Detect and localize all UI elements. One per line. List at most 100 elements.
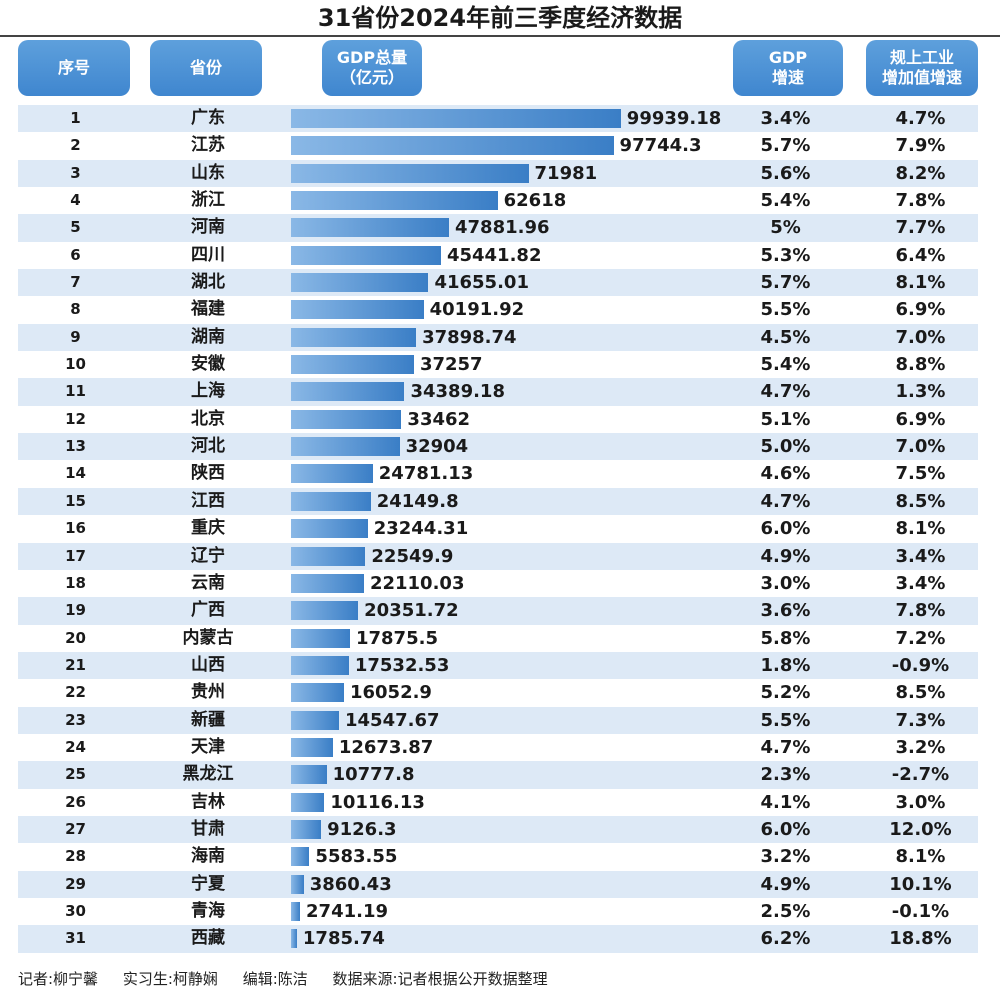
- gdp-bar: [291, 655, 349, 675]
- gdp-value-label: 5583.55: [315, 846, 398, 868]
- gdp-bar: [291, 683, 344, 703]
- industry-growth-value: -0.9%: [891, 654, 950, 676]
- gdp-value-label: 22549.9: [371, 545, 454, 567]
- row-province: 西藏: [191, 928, 225, 949]
- row-province: 海南: [191, 846, 225, 867]
- row-index: 16: [65, 519, 86, 538]
- gdp-growth-value: 5.7%: [760, 135, 811, 157]
- gdp-value-label: 1785.74: [302, 928, 385, 950]
- gdp-bar: [291, 765, 327, 785]
- row-index: 29: [65, 874, 86, 893]
- row-province: 新疆: [191, 709, 225, 730]
- row-index: 5: [70, 218, 81, 237]
- gdp-value-label: 40191.92: [429, 299, 525, 321]
- industry-growth-value: 8.5%: [895, 490, 946, 512]
- header-growth-line2: 增速: [771, 68, 804, 87]
- row-index: 26: [65, 792, 86, 811]
- data-table: 1 广东 99939.18 3.4% 4.7% 2 江苏 97744.3 5.7% 7.9% 3 山东…: [18, 105, 978, 953]
- gdp-growth-value: 6.0%: [760, 518, 811, 540]
- industry-growth-value: 8.1%: [895, 846, 946, 868]
- gdp-growth-value: 4.6%: [760, 463, 811, 485]
- industry-growth-value: 8.2%: [895, 162, 946, 184]
- industry-growth-value: -0.1%: [891, 900, 950, 922]
- table-row: 21 山西 17532.53 1.8% -0.9%: [18, 651, 978, 680]
- row-index: 19: [65, 601, 86, 620]
- table-row: 23 新疆 14547.67 5.5% 7.3%: [18, 706, 978, 734]
- row-province: 江西: [191, 490, 225, 511]
- gdp-value-label: 17532.53: [354, 654, 450, 676]
- row-province: 山西: [191, 654, 225, 675]
- row-province: 广东: [191, 108, 225, 128]
- gdp-bar: [291, 218, 449, 238]
- gdp-growth-value: 3.2%: [760, 846, 811, 868]
- industry-growth-value: 10.1%: [889, 873, 952, 895]
- gdp-growth-value: 4.1%: [760, 791, 811, 813]
- row-index: 12: [65, 409, 86, 428]
- gdp-value-label: 33462: [407, 408, 471, 430]
- gdp-growth-value: 4.7%: [760, 736, 811, 758]
- row-province: 贵州: [191, 682, 225, 703]
- header-gdp-line2: （亿元）: [339, 68, 404, 87]
- table-row: 5 河南 47881.96 5% 7.7%: [18, 214, 978, 242]
- industry-growth-value: -2.7%: [891, 764, 950, 786]
- gdp-bar: [291, 327, 417, 347]
- row-province: 重庆: [191, 518, 225, 539]
- gdp-bar: [291, 901, 301, 921]
- row-province: 湖南: [191, 326, 225, 347]
- gdp-value-label: 12673.87: [338, 736, 434, 758]
- row-index: 17: [65, 546, 86, 565]
- table-row: 10 安徽 37257 5.4% 8.8%: [18, 351, 978, 379]
- gdp-growth-value: 5.8%: [760, 627, 811, 649]
- gdp-growth-value: 3.0%: [760, 572, 811, 594]
- industry-growth-value: 7.8%: [895, 190, 946, 212]
- gdp-growth-value: 2.3%: [760, 764, 811, 786]
- row-index: 18: [65, 573, 86, 592]
- table-row: 15 江西 24149.8 4.7% 8.5%: [18, 487, 978, 516]
- gdp-growth-value: 4.9%: [760, 873, 811, 895]
- gdp-bar: [291, 628, 350, 648]
- industry-growth-value: 7.8%: [895, 600, 946, 622]
- industry-growth-value: 6.4%: [895, 244, 946, 266]
- gdp-bar: [291, 273, 429, 293]
- gdp-value-label: 17875.5: [355, 627, 438, 649]
- credit-intern: 实习生:柯静娴: [122, 970, 218, 988]
- gdp-value-label: 34389.18: [410, 381, 505, 403]
- gdp-growth-value: 6.0%: [760, 818, 811, 840]
- row-index: 2: [70, 136, 81, 155]
- header-industry-line1: 规上工业: [889, 48, 954, 67]
- industry-growth-value: 7.9%: [895, 135, 946, 157]
- industry-growth-value: 12.0%: [889, 818, 952, 840]
- industry-growth-value: 7.0%: [895, 326, 946, 348]
- chart-title: 31省份2024年前三季度经济数据: [317, 4, 683, 32]
- gdp-value-label: 16052.9: [349, 682, 432, 704]
- row-index: 4: [70, 191, 81, 210]
- industry-growth-value: 7.7%: [895, 217, 946, 239]
- gdp-value-label: 2741.19: [306, 900, 389, 922]
- gdp-bar: [291, 245, 441, 265]
- industry-growth-value: 3.4%: [895, 572, 946, 594]
- gdp-bar: [291, 573, 364, 593]
- gdp-bar: [291, 355, 414, 375]
- header-province-label: 省份: [189, 58, 222, 77]
- credit-reporter: 记者:柳宁馨: [18, 970, 99, 988]
- gdp-growth-value: 4.7%: [760, 490, 811, 512]
- gdp-growth-value: 5%: [770, 217, 801, 239]
- table-row: 4 浙江 62618 5.4% 7.8%: [18, 187, 978, 215]
- industry-growth-value: 1.3%: [895, 381, 946, 403]
- row-province: 江苏: [191, 135, 225, 156]
- row-province: 陕西: [191, 463, 225, 484]
- industry-growth-value: 8.1%: [895, 518, 946, 540]
- table-row: 8 福建 40191.92 5.5% 6.9%: [18, 296, 978, 324]
- table-row: 26 吉林 10116.13 4.1% 3.0%: [18, 788, 978, 816]
- gdp-growth-value: 5.2%: [760, 682, 811, 704]
- gdp-bar: [291, 491, 371, 511]
- row-index: 9: [70, 327, 81, 346]
- row-index: 7: [70, 273, 81, 292]
- gdp-value-label: 14547.67: [345, 709, 440, 731]
- row-index: 25: [65, 765, 86, 784]
- gdp-bar: [291, 710, 339, 730]
- row-province: 黑龙江: [182, 764, 234, 785]
- industry-growth-value: 7.5%: [895, 463, 946, 485]
- gdp-growth-value: 2.5%: [760, 900, 811, 922]
- industry-growth-value: 8.1%: [895, 272, 946, 294]
